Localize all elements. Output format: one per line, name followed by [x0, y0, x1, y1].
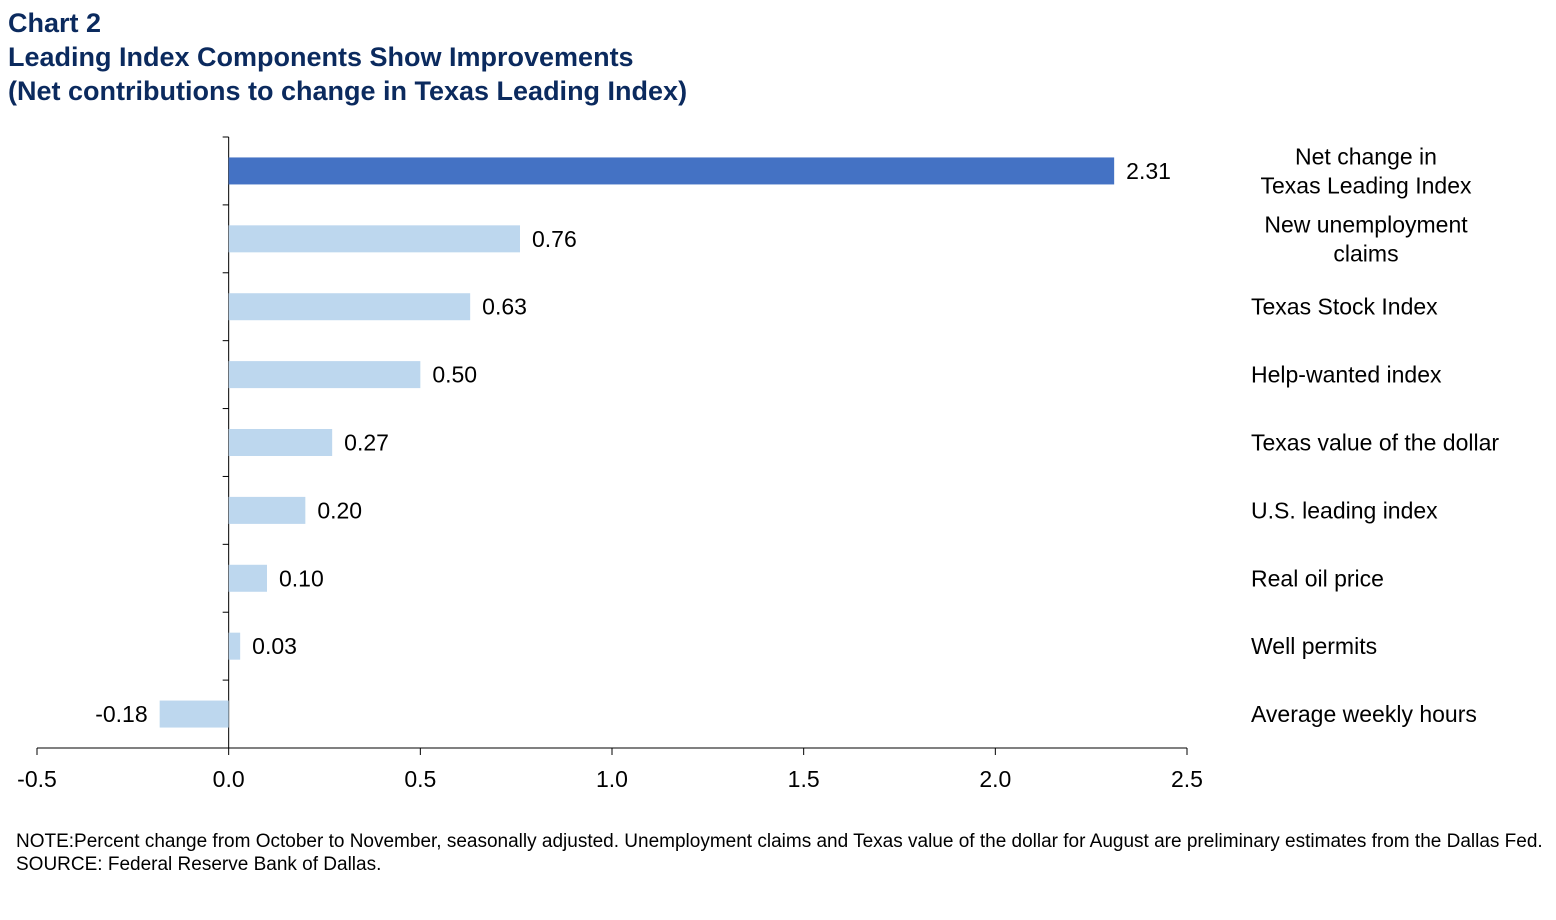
category-label: Net change in — [1295, 143, 1437, 169]
bar — [228, 564, 267, 592]
x-tick-label: 2.5 — [1171, 766, 1203, 792]
bar-value-label: 0.03 — [252, 633, 297, 659]
bar — [228, 632, 241, 660]
chart-notes: NOTE:Percent change from October to Nove… — [16, 830, 1546, 876]
bar — [228, 225, 520, 253]
bar — [228, 293, 471, 321]
category-label: New unemployment — [1264, 211, 1468, 237]
bar-value-label: 0.27 — [344, 430, 389, 456]
category-label: claims — [1333, 240, 1398, 266]
category-label: Average weekly hours — [1251, 701, 1477, 727]
x-tick-label: 0.0 — [213, 766, 245, 792]
category-label: U.S. leading index — [1251, 497, 1438, 523]
x-tick-label: 2.0 — [979, 766, 1011, 792]
note-text: NOTE:Percent change from October to Nove… — [16, 831, 1543, 852]
x-tick-label: -0.5 — [17, 766, 57, 792]
chart-title-block: Chart 2 Leading Index Components Show Im… — [8, 6, 687, 108]
bar — [228, 429, 333, 456]
bar — [228, 157, 1115, 185]
bar-value-label: -0.18 — [95, 701, 147, 727]
bar-chart: -0.5 0.0 0.5 1.0 1.5 2.0 2.5 2.31 Net change in T… — [17, 136, 1499, 792]
bar-value-label: 0.10 — [279, 565, 324, 591]
bar-value-label: 0.20 — [317, 497, 362, 523]
bar-value-label: 0.50 — [432, 362, 477, 388]
chart-title: Leading Index Components Show Improvemen… — [8, 42, 634, 72]
x-tick-label: 1.0 — [596, 766, 628, 792]
category-label: Real oil price — [1251, 565, 1384, 591]
chart-subtitle: (Net contributions to change in Texas Le… — [8, 76, 688, 106]
bar-value-label: 2.31 — [1126, 158, 1171, 184]
category-label: Well permits — [1251, 633, 1377, 659]
category-label: Help-wanted index — [1251, 362, 1442, 388]
bar — [228, 496, 306, 524]
bar — [159, 700, 229, 728]
bar — [228, 361, 421, 389]
category-label: Texas value of the dollar — [1251, 430, 1499, 456]
chart-label: Chart 2 — [8, 8, 102, 38]
x-tick-label: 0.5 — [404, 766, 436, 792]
bar-value-label: 0.76 — [532, 226, 577, 252]
x-tick-label: 1.5 — [788, 766, 820, 792]
category-label: Texas Leading Index — [1261, 172, 1472, 198]
category-label: Texas Stock Index — [1251, 294, 1438, 320]
source-text: SOURCE: Federal Reserve Bank of Dallas. — [16, 854, 382, 875]
bar-value-label: 0.63 — [482, 294, 527, 320]
